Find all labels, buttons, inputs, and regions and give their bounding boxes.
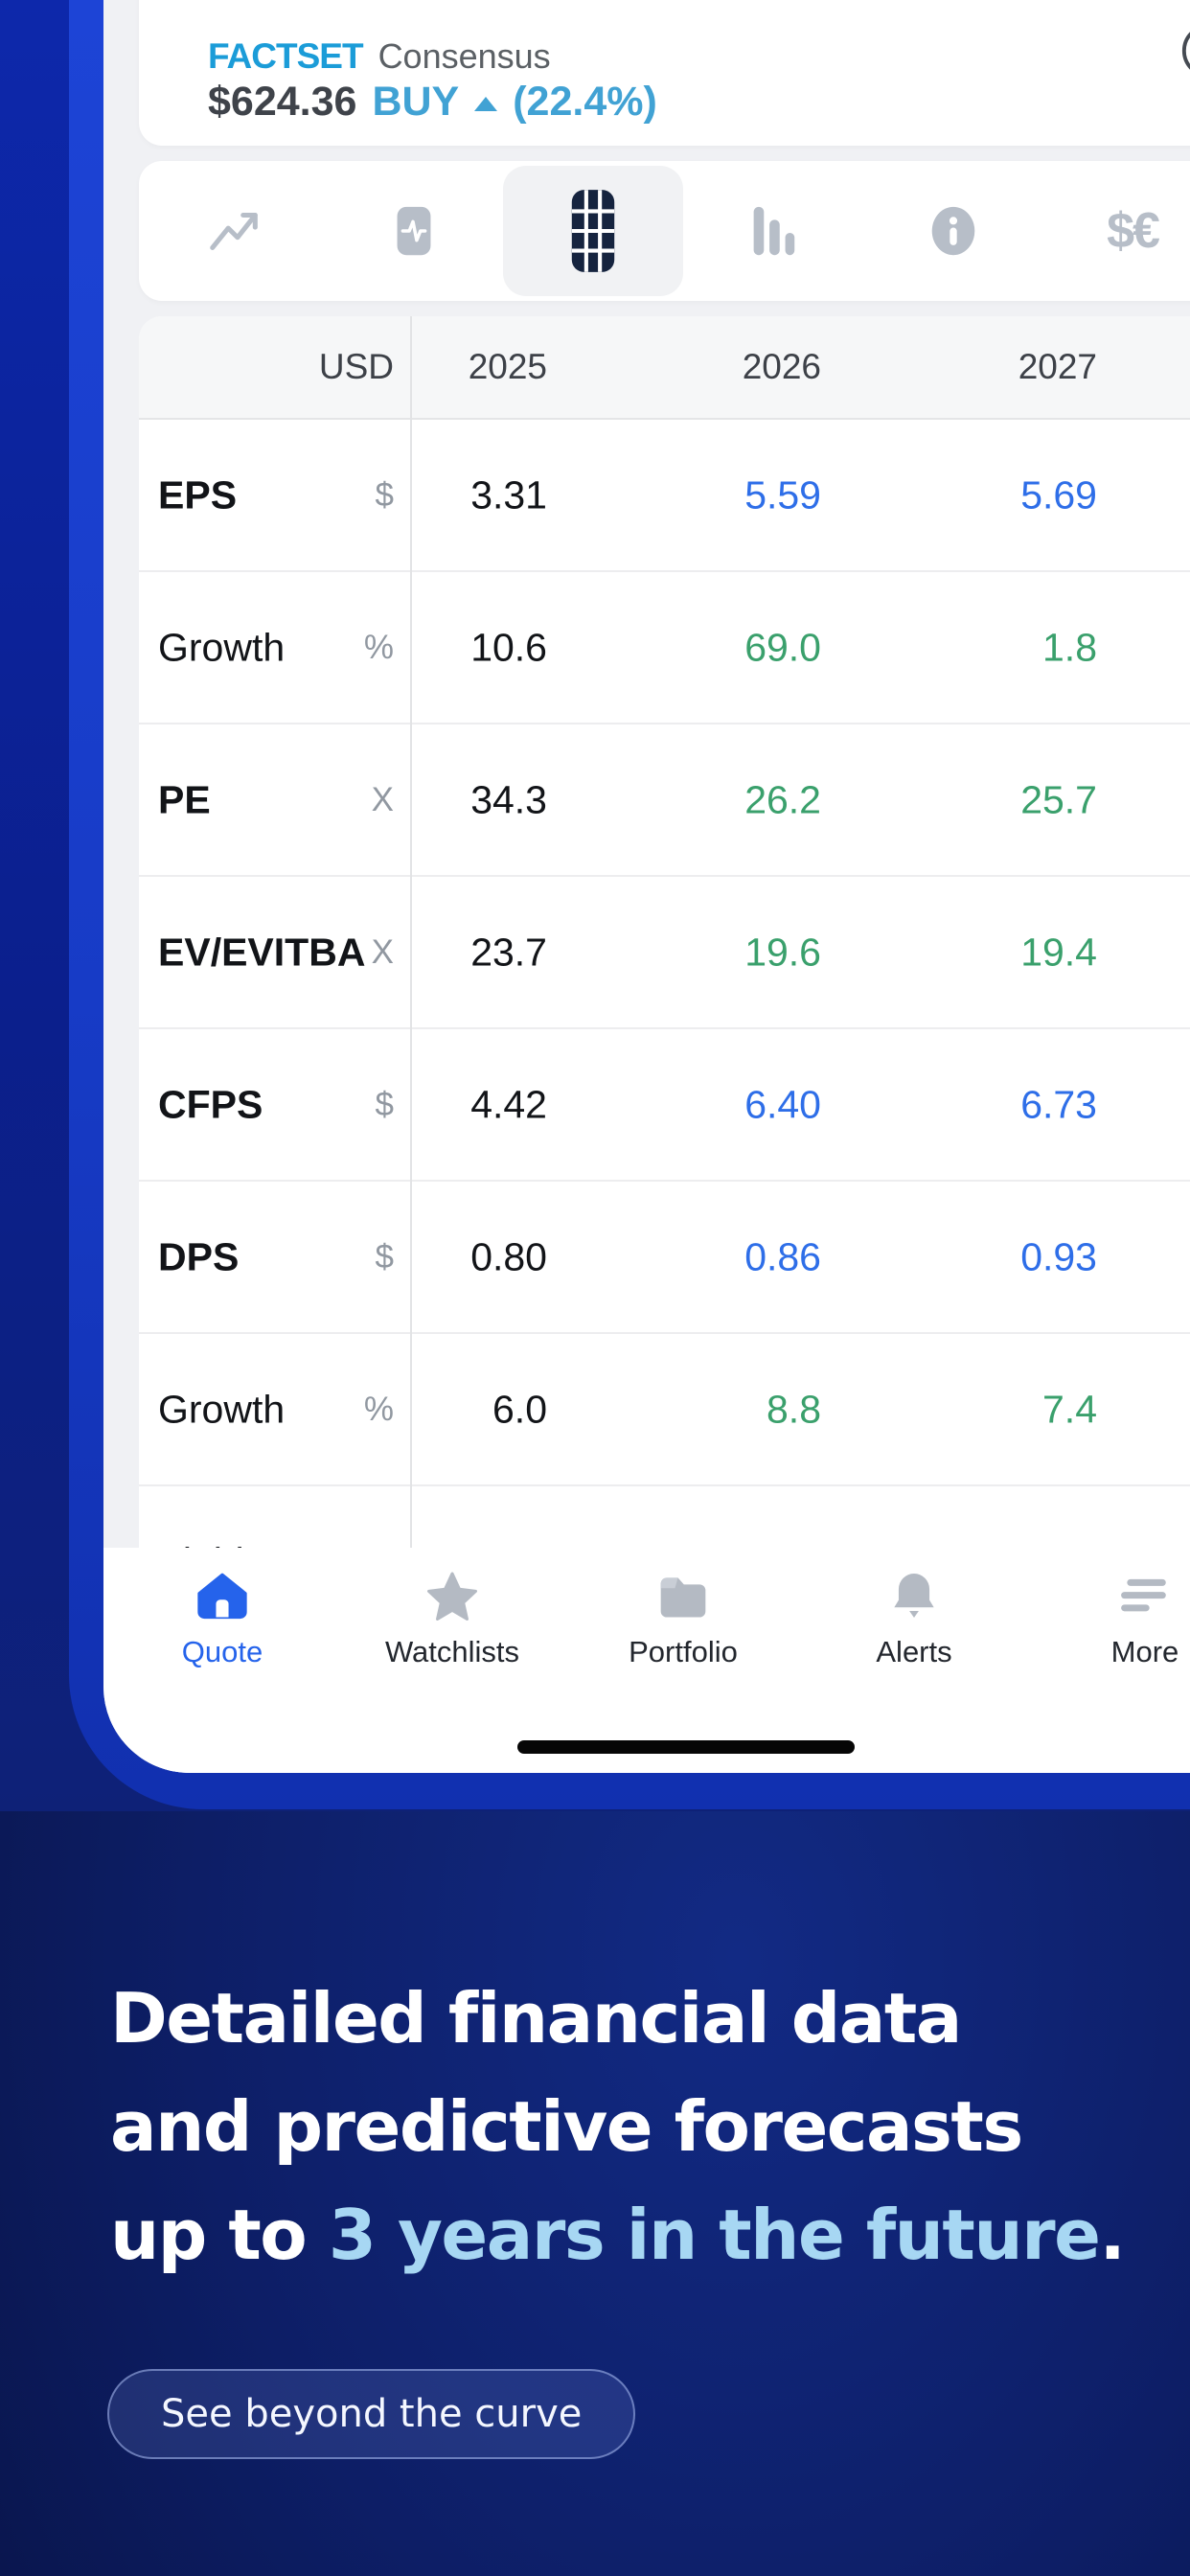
headline-line-1: Detailed financial data <box>110 1978 962 2058</box>
pulse-chart-icon[interactable] <box>324 161 504 301</box>
phone-screen: FACTSET Consensus $624.36 BUY (22.4%) <box>103 0 1190 1773</box>
row-value-2026: 69.0 <box>744 625 821 669</box>
consensus-card: FACTSET Consensus $624.36 BUY (22.4%) <box>139 0 1190 146</box>
estimates-table: USD 2025 2026 2027 EPS $ 3.31 5.59 5.69 … <box>139 316 1190 1773</box>
table-header-row: USD 2025 2026 2027 <box>139 316 1190 420</box>
nav-label: Portfolio <box>629 1635 738 1668</box>
row-label: Growth <box>158 625 286 669</box>
home-indicator-bar[interactable] <box>517 1740 855 1754</box>
row-value-2025: 0.80 <box>470 1234 547 1278</box>
more-lines-icon <box>1118 1571 1172 1625</box>
row-unit: % <box>363 1390 394 1428</box>
row-unit: $ <box>375 1237 394 1276</box>
row-value-2027: 25.7 <box>1020 777 1097 821</box>
nav-label: More <box>1110 1635 1179 1668</box>
nav-label: Alerts <box>876 1635 952 1668</box>
table-row: CFPS $ 4.42 6.40 6.73 <box>139 1029 1190 1182</box>
row-unit: X <box>371 780 394 818</box>
nav-item-quote[interactable]: Quote <box>117 1571 328 1669</box>
row-label: EV/EVITBA <box>158 930 366 974</box>
headline-highlight: 3 years in the future <box>328 2195 1101 2275</box>
row-value-2025: 4.42 <box>470 1082 547 1126</box>
row-value-2025: 6.0 <box>492 1387 547 1431</box>
headline-line-3: up to 3 years in the future. <box>110 2195 1126 2275</box>
factset-logo: FACTSET <box>208 36 364 76</box>
nav-item-more[interactable]: More <box>1040 1571 1190 1669</box>
marketing-headline: Detailed financial data and predictive f… <box>110 1965 1145 2289</box>
info-icon[interactable] <box>863 161 1043 301</box>
folder-icon <box>656 1571 710 1625</box>
row-value-2027: 6.73 <box>1020 1082 1097 1126</box>
currency-icon[interactable]: $€ <box>1107 203 1160 259</box>
nav-item-alerts[interactable]: Alerts <box>809 1571 1019 1669</box>
star-icon <box>425 1571 479 1625</box>
upside-percent: (22.4%) <box>513 79 657 125</box>
row-value-2027: 19.4 <box>1020 930 1097 974</box>
header-year-2027: 2027 <box>1018 347 1097 386</box>
bottom-nav-bar: Quote Watchlists Portfolio <box>103 1548 1190 1773</box>
row-value-2026: 0.86 <box>744 1234 821 1278</box>
row-value-2026: 5.59 <box>744 472 821 517</box>
nav-label: Watchlists <box>384 1635 520 1668</box>
target-price: $624.36 <box>208 79 357 125</box>
row-value-2025: 3.31 <box>470 472 547 517</box>
trend-line-icon[interactable] <box>145 161 325 301</box>
row-value-2025: 23.7 <box>470 930 547 974</box>
column-divider <box>410 316 412 1773</box>
row-unit: $ <box>375 475 394 514</box>
row-value-2027: 7.4 <box>1042 1387 1097 1431</box>
header-currency: USD <box>318 347 394 386</box>
row-value-2026: 6.40 <box>744 1082 821 1126</box>
row-value-2026: 26.2 <box>744 777 821 821</box>
consensus-label: Consensus <box>378 36 551 76</box>
home-icon <box>195 1571 249 1625</box>
row-label: CFPS <box>158 1082 263 1126</box>
up-triangle-icon <box>474 97 498 111</box>
row-value-2026: 19.6 <box>744 930 821 974</box>
row-value-2025: 10.6 <box>470 625 547 669</box>
row-unit: % <box>363 628 394 666</box>
add-circle-icon[interactable] <box>1179 21 1190 80</box>
data-table-icon[interactable] <box>503 166 683 296</box>
nav-item-watchlists[interactable]: Watchlists <box>347 1571 558 1669</box>
row-label: Growth <box>158 1387 286 1431</box>
table-row: EPS $ 3.31 5.59 5.69 <box>139 420 1190 572</box>
row-label: DPS <box>158 1234 240 1278</box>
row-value-2026: 8.8 <box>767 1387 821 1431</box>
cta-button[interactable]: See beyond the curve <box>107 2369 636 2459</box>
bell-icon <box>887 1571 941 1625</box>
cta-label: See beyond the curve <box>161 2392 583 2436</box>
table-row: DPS $ 0.80 0.86 0.93 <box>139 1182 1190 1334</box>
table-row: PE X 34.3 26.2 25.7 <box>139 724 1190 877</box>
table-row: Growth % 10.6 69.0 1.8 <box>139 572 1190 724</box>
row-label: PE <box>158 777 211 821</box>
row-value-2025: 34.3 <box>470 777 547 821</box>
row-unit: $ <box>375 1085 394 1123</box>
table-row: Growth % 6.0 8.8 7.4 <box>139 1334 1190 1486</box>
headline-line-2: and predictive forecasts <box>110 2086 1023 2167</box>
row-label: EPS <box>158 472 238 517</box>
row-unit: X <box>371 932 394 971</box>
row-value-2027: 1.8 <box>1042 625 1097 669</box>
nav-item-portfolio[interactable]: Portfolio <box>578 1571 789 1669</box>
bar-chart-icon[interactable] <box>682 161 862 301</box>
header-year-2025: 2025 <box>468 347 547 386</box>
row-value-2027: 5.69 <box>1020 472 1097 517</box>
nav-label: Quote <box>181 1635 263 1668</box>
header-year-2026: 2026 <box>742 347 821 386</box>
table-row: EV/EVITBA X 23.7 19.6 19.4 <box>139 877 1190 1029</box>
row-value-2027: 0.93 <box>1020 1234 1097 1278</box>
rating-badge: BUY <box>372 79 460 125</box>
view-toolbar: $€ <box>139 161 1190 301</box>
